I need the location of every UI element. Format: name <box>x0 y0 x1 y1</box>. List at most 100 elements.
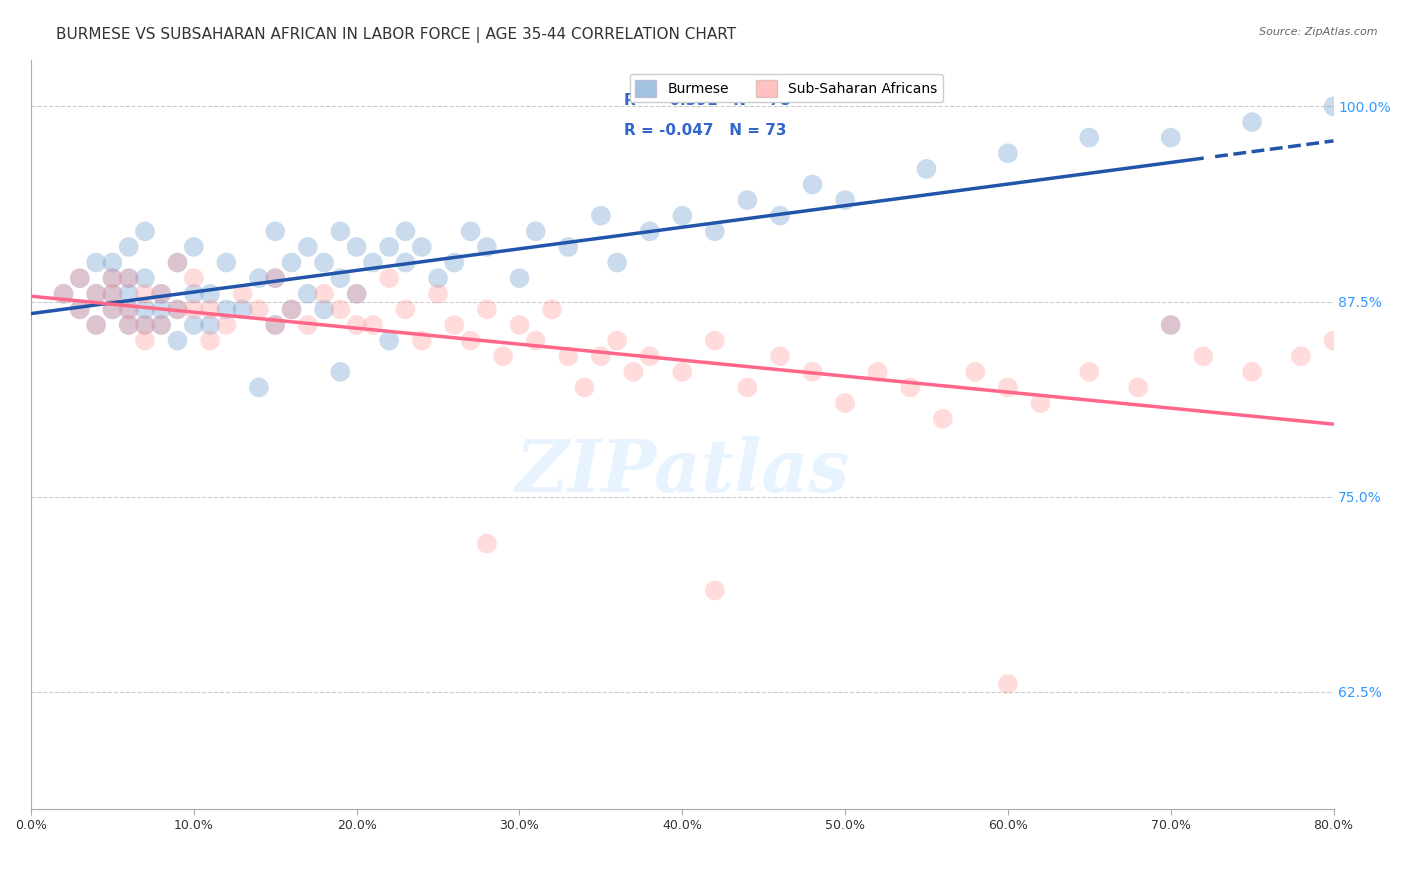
Point <box>264 318 287 332</box>
Point <box>118 271 141 285</box>
Point <box>329 271 352 285</box>
Point <box>84 318 107 332</box>
Point <box>524 334 547 348</box>
Text: ZIPatlas: ZIPatlas <box>515 436 849 508</box>
Point <box>183 240 205 254</box>
Point <box>492 349 515 363</box>
Point <box>134 302 156 317</box>
Point <box>606 334 628 348</box>
Point <box>166 255 188 269</box>
Point <box>69 302 91 317</box>
Point <box>866 365 889 379</box>
Point <box>346 286 368 301</box>
Point <box>101 255 124 269</box>
Point <box>427 286 450 301</box>
Point <box>737 380 759 394</box>
Point <box>297 286 319 301</box>
Point <box>1192 349 1215 363</box>
Text: R =   0.391   N = 78: R = 0.391 N = 78 <box>624 94 790 108</box>
Point <box>232 286 254 301</box>
Point <box>247 380 270 394</box>
Text: Source: ZipAtlas.com: Source: ZipAtlas.com <box>1260 27 1378 37</box>
Point <box>198 286 221 301</box>
Point <box>101 302 124 317</box>
Point <box>394 224 416 238</box>
Point <box>638 224 661 238</box>
Point <box>118 318 141 332</box>
Point <box>101 286 124 301</box>
Point <box>329 224 352 238</box>
Text: R = -0.047   N = 73: R = -0.047 N = 73 <box>624 123 786 138</box>
Point <box>475 240 498 254</box>
Point <box>215 318 238 332</box>
Point <box>898 380 921 394</box>
Point <box>329 365 352 379</box>
Point <box>118 286 141 301</box>
Point <box>1289 349 1312 363</box>
Point <box>737 193 759 207</box>
Point <box>84 286 107 301</box>
Point <box>801 365 824 379</box>
Point <box>671 209 693 223</box>
Point <box>247 271 270 285</box>
Point <box>801 178 824 192</box>
Point <box>329 302 352 317</box>
Point <box>378 271 401 285</box>
Point <box>1241 115 1264 129</box>
Point <box>134 271 156 285</box>
Point <box>378 240 401 254</box>
Point <box>557 240 579 254</box>
Point <box>541 302 564 317</box>
Point <box>361 255 384 269</box>
Point <box>411 240 433 254</box>
Point <box>834 396 856 410</box>
Point <box>703 334 725 348</box>
Point <box>150 318 173 332</box>
Point <box>101 271 124 285</box>
Point <box>1160 318 1182 332</box>
Point <box>508 318 530 332</box>
Point <box>297 240 319 254</box>
Point <box>769 209 792 223</box>
Point <box>606 255 628 269</box>
Point <box>378 334 401 348</box>
Point <box>346 286 368 301</box>
Point <box>101 302 124 317</box>
Point <box>312 255 335 269</box>
Point <box>346 240 368 254</box>
Point <box>166 255 188 269</box>
Point <box>1160 130 1182 145</box>
Point <box>101 271 124 285</box>
Point <box>589 349 612 363</box>
Point <box>508 271 530 285</box>
Point <box>134 224 156 238</box>
Point <box>997 146 1019 161</box>
Point <box>134 318 156 332</box>
Point <box>460 224 482 238</box>
Point <box>394 255 416 269</box>
Point <box>215 302 238 317</box>
Point <box>264 318 287 332</box>
Point <box>312 286 335 301</box>
Legend: Burmese, Sub-Saharan Africans: Burmese, Sub-Saharan Africans <box>630 74 943 102</box>
Point <box>346 318 368 332</box>
Point <box>411 334 433 348</box>
Point <box>69 271 91 285</box>
Point <box>134 318 156 332</box>
Point <box>118 302 141 317</box>
Point <box>443 318 465 332</box>
Point <box>280 302 302 317</box>
Point <box>1029 396 1052 410</box>
Point <box>997 677 1019 691</box>
Point <box>134 334 156 348</box>
Point <box>118 240 141 254</box>
Point <box>183 302 205 317</box>
Point <box>134 286 156 301</box>
Point <box>52 286 75 301</box>
Point <box>183 318 205 332</box>
Point <box>703 583 725 598</box>
Point <box>394 302 416 317</box>
Point <box>297 318 319 332</box>
Point <box>915 161 938 176</box>
Point <box>118 318 141 332</box>
